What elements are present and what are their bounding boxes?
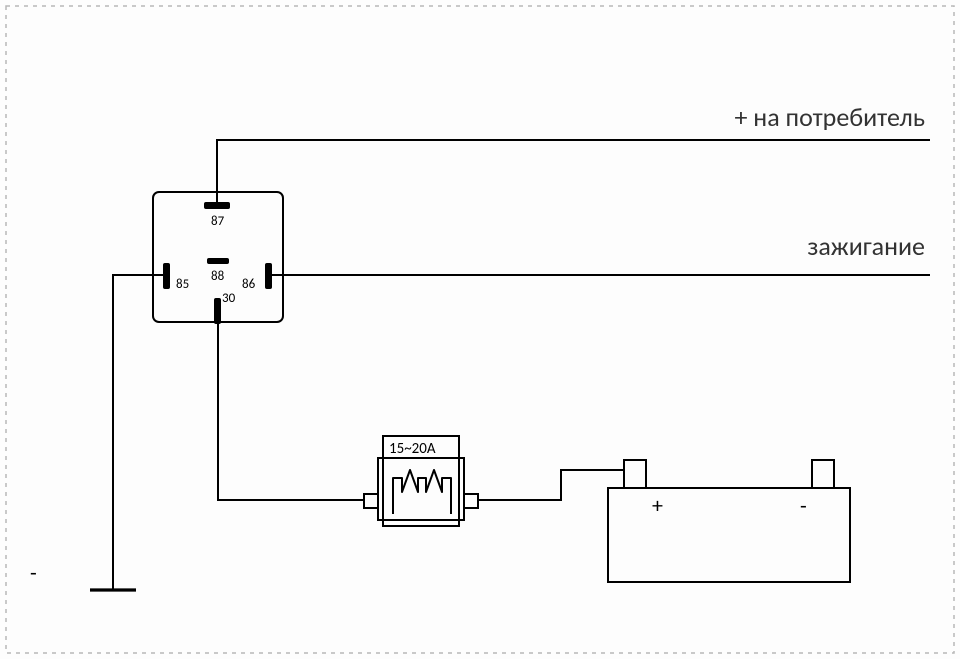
wire-wfuse_bat xyxy=(478,470,624,500)
fuse-terminal-right xyxy=(464,494,478,508)
fuse-terminal-left xyxy=(364,494,378,508)
wire-w87_out xyxy=(217,140,930,202)
relay-pin-86 xyxy=(265,263,272,289)
relay-pin-label-86: 86 xyxy=(242,277,256,292)
relay-pin-label-88: 88 xyxy=(211,269,225,284)
relay-pin-85 xyxy=(163,263,170,289)
battery: + - xyxy=(608,460,850,582)
ignition-label: зажигание xyxy=(807,230,925,262)
wires xyxy=(113,140,930,590)
battery-minus-label: - xyxy=(800,492,807,519)
consumer-label: + на потребитель xyxy=(734,101,925,133)
wiring-diagram: 87 88 85 86 30 15~20A + - - + на потребитель… xyxy=(0,0,960,659)
relay-pin-label-87: 87 xyxy=(211,214,225,229)
relay: 87 88 85 86 30 xyxy=(153,192,283,324)
relay-pin-30 xyxy=(214,298,221,324)
battery-terminal-negative xyxy=(812,460,834,488)
battery-body xyxy=(608,488,850,582)
fuse-rating: 15~20A xyxy=(389,440,436,458)
wire-w85_gnd xyxy=(113,275,163,590)
wire-w30_fuse xyxy=(218,324,364,500)
battery-terminal-positive xyxy=(624,460,646,488)
battery-plus-label: + xyxy=(652,492,663,519)
relay-pin-label-30: 30 xyxy=(222,291,236,306)
relay-pin-88 xyxy=(207,258,229,264)
fuse: 15~20A xyxy=(364,436,478,526)
relay-pin-87 xyxy=(204,202,230,209)
relay-pin-label-85: 85 xyxy=(176,277,189,292)
ground-minus-label: - xyxy=(30,559,37,586)
